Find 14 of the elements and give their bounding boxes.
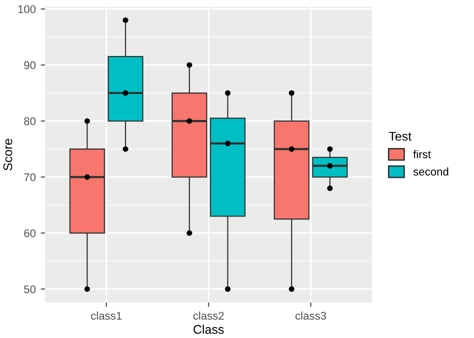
y-tick-label: 70 xyxy=(24,173,36,182)
y-tick-label: 100 xyxy=(18,5,36,14)
x-axis-title: Class xyxy=(194,324,224,334)
x-tick-label: class1 xyxy=(91,312,122,320)
y-tick-label: 50 xyxy=(24,285,36,294)
legend-title: Test xyxy=(388,132,412,141)
legend-label: second xyxy=(413,167,448,176)
y-tick-label: 80 xyxy=(24,117,36,126)
x-tick-label: class3 xyxy=(295,312,326,320)
y-tick-label: 90 xyxy=(24,61,36,70)
legend-label: first xyxy=(413,150,431,158)
y-tick-label: 60 xyxy=(24,229,36,238)
y-axis-title: Score xyxy=(3,138,12,170)
x-tick-label: class2 xyxy=(193,312,224,320)
